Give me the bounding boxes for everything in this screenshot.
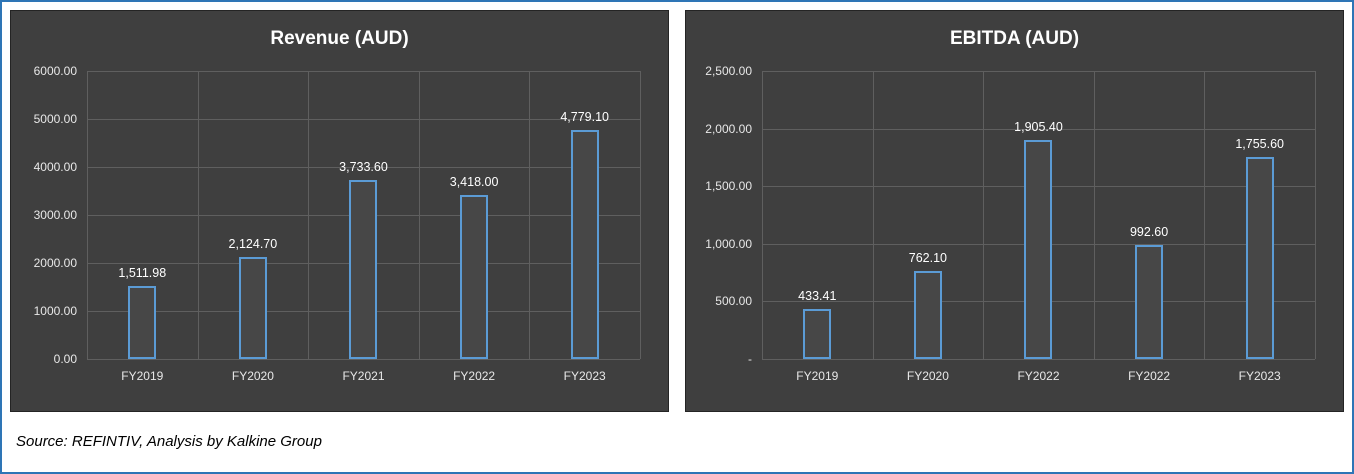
- bar-value-label: 433.41: [798, 289, 837, 304]
- bar-column: 1,755.60: [1204, 71, 1315, 359]
- bar-column: 762.10: [873, 71, 984, 359]
- bar: [913, 271, 942, 359]
- vertical-gridline: [762, 71, 763, 359]
- bar: [570, 129, 599, 359]
- bar: [803, 309, 832, 359]
- x-axis-tick-label: FY2020: [906, 369, 949, 383]
- x-axis: FY2019 FY2020 FY2022 FY2022 FY2023: [762, 359, 1315, 393]
- bar-value-label: 1,755.60: [1235, 136, 1285, 151]
- bar: [349, 179, 378, 359]
- charts-row: Revenue (AUD) 0.00 1000.00 2000.00 3000.00 4…: [10, 10, 1344, 412]
- x-axis-tick-label: FY2023: [1238, 369, 1281, 383]
- chart-title: EBITDA (AUD): [949, 28, 1080, 49]
- bar-column: 1,511.98: [87, 71, 198, 359]
- plot-area: 433.41 762.10 1,905.40 992.60 1,755.60: [762, 71, 1316, 360]
- y-axis-tick-label: 2000.00: [33, 256, 77, 270]
- x-axis-tick-label: FY2021: [342, 369, 385, 383]
- y-axis-tick-label: 2,500.00: [705, 64, 752, 78]
- horizontal-gridline: [87, 167, 640, 168]
- vertical-gridline: [872, 71, 874, 359]
- bar-column: 3,418.00: [419, 71, 530, 359]
- vertical-gridline: [87, 71, 88, 359]
- bar-value-label: 3,418.00: [449, 174, 499, 189]
- bar-value-label: 2,124.70: [228, 237, 278, 252]
- bar-column: 992.60: [1094, 71, 1205, 359]
- y-axis: 0.00 1000.00 2000.00 3000.00 4000.00 5000.00 6…: [21, 64, 87, 366]
- bar: [1135, 244, 1164, 359]
- y-axis-tick-label: 0.00: [53, 352, 77, 366]
- bar: [1245, 156, 1274, 359]
- vertical-gridline: [529, 71, 531, 359]
- x-axis-tick-label: FY2019: [121, 369, 164, 383]
- bar-value-label: 1,905.40: [1014, 119, 1063, 134]
- y-axis-tick-label: 6000.00: [33, 64, 77, 78]
- horizontal-gridline: [87, 359, 640, 360]
- chart-body: 0.00 1000.00 2000.00 3000.00 4000.00 5000.00 6…: [11, 59, 668, 393]
- horizontal-gridline: [762, 71, 1315, 72]
- y-axis-tick-label: 3000.00: [33, 208, 77, 222]
- vertical-gridline: [1315, 71, 1316, 359]
- x-axis: FY2019 FY2020 FY2021 FY2022 FY2023: [87, 359, 640, 393]
- chart-title: Revenue (AUD): [270, 28, 409, 49]
- revenue-chart-panel: Revenue (AUD) 0.00 1000.00 2000.00 3000.00 4…: [10, 10, 669, 412]
- plot-wrap: 433.41 762.10 1,905.40 992.60 1,755.60 FY201…: [762, 71, 1316, 393]
- bar-column: 1,905.40: [983, 71, 1094, 359]
- x-axis-tick-label: FY2022: [1017, 369, 1060, 383]
- horizontal-gridline: [762, 128, 1315, 130]
- vertical-gridline: [640, 71, 641, 359]
- x-axis-tick-label: FY2022: [1128, 369, 1171, 383]
- y-axis-tick-label: 500.00: [715, 294, 752, 309]
- y-axis-tick-label: 1000.00: [33, 304, 77, 318]
- bar-column: 4,779.10: [529, 71, 640, 359]
- y-axis-tick-label: 5000.00: [33, 112, 77, 126]
- horizontal-gridline: [762, 359, 1315, 360]
- x-axis-tick-label: FY2019: [796, 369, 839, 383]
- bar-column: 2,124.70: [198, 71, 309, 359]
- y-axis-tick-label: 2,000.00: [705, 121, 752, 136]
- vertical-gridline: [197, 71, 199, 359]
- vertical-gridline: [1204, 71, 1206, 359]
- chart-body: -500.00 1,000.00 1,500.00 2,000.00 2,500.00 …: [686, 59, 1343, 393]
- horizontal-gridline: [87, 119, 640, 120]
- horizontal-gridline: [87, 71, 640, 72]
- bar-column: 433.41: [762, 71, 873, 359]
- x-axis-tick-label: FY2020: [231, 369, 274, 383]
- bar-value-label: 1,511.98: [118, 266, 167, 281]
- vertical-gridline: [983, 71, 985, 359]
- bar: [128, 286, 157, 359]
- source-note: Source: REFINTIV, Analysis by Kalkine Gr…: [16, 433, 322, 450]
- bar-value-label: 3,733.60: [339, 159, 388, 174]
- y-axis-tick-label: 1,500.00: [705, 179, 752, 194]
- bar-value-label: 762.10: [908, 251, 948, 266]
- vertical-gridline: [308, 71, 310, 359]
- vertical-gridline: [1093, 71, 1095, 359]
- ebitda-chart-panel: EBITDA (AUD) - 500.00 1,000.00 1,500.00 2,00…: [685, 10, 1344, 412]
- x-axis-tick-label: FY2023: [563, 369, 606, 383]
- y-axis-tick-label: 4000.00: [33, 160, 77, 174]
- plot-wrap: 1,511.98 2,124.70 3,733.60 3,418.00 4,779.10…: [87, 71, 641, 393]
- vertical-gridline: [418, 71, 420, 359]
- y-axis-tick-label: -: [748, 352, 752, 366]
- bar: [460, 194, 489, 359]
- x-axis-tick-label: FY2022: [453, 369, 496, 383]
- y-axis: - 500.00 1,000.00 1,500.00 2,000.00 2,500.00: [696, 64, 762, 366]
- plot-area: 1,511.98 2,124.70 3,733.60 3,418.00 4,779.10: [87, 71, 641, 360]
- bar-column: 3,733.60: [308, 71, 419, 359]
- bar-value-label: 992.60: [1129, 224, 1169, 239]
- bar-value-label: 4,779.10: [560, 109, 610, 124]
- bar: [238, 257, 267, 359]
- bar: [1024, 139, 1053, 359]
- y-axis-tick-label: 1,000.00: [705, 236, 752, 251]
